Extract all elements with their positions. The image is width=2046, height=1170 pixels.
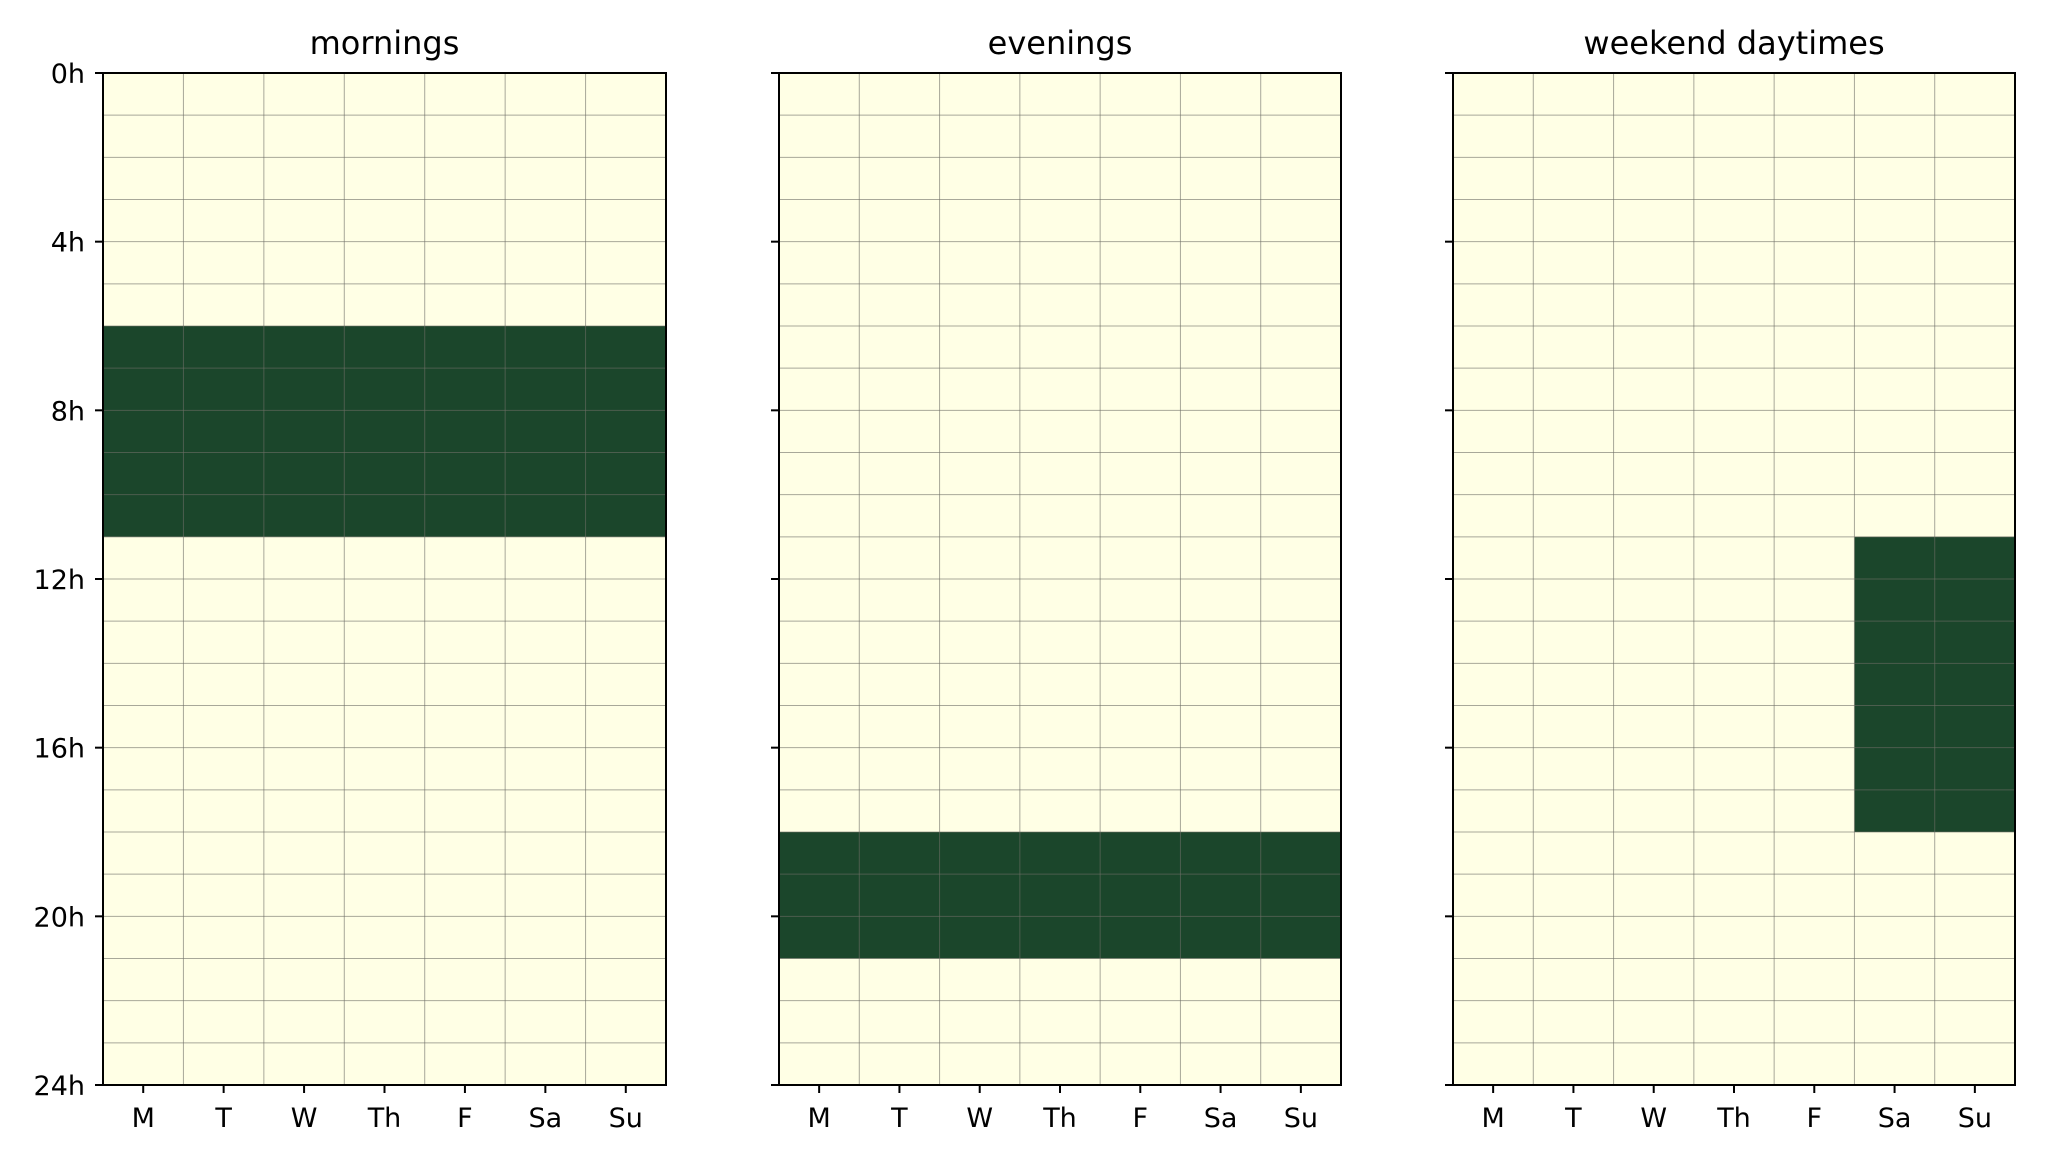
active-block	[779, 832, 1341, 959]
x-tick-label: Su	[609, 1103, 643, 1134]
subplot-title: mornings	[310, 24, 460, 62]
x-tick-label: M	[1481, 1103, 1504, 1134]
active-block	[103, 326, 666, 537]
x-tick-label: M	[132, 1103, 155, 1134]
subplot-1: mornings M T W Th F Sa Su 0h 4h 8h 12h 16h 20h 24h	[34, 24, 667, 1134]
x-tick-label: Th	[1716, 1103, 1751, 1134]
x-tick-label: W	[1640, 1103, 1667, 1134]
x-tick-label: T	[1564, 1103, 1582, 1134]
y-tick-label: 12h	[34, 565, 85, 596]
x-tick-label: M	[807, 1103, 830, 1134]
subplot-title: evenings	[988, 24, 1133, 62]
y-tick-label: 0h	[51, 59, 85, 90]
x-tick-label: W	[291, 1103, 318, 1134]
y-tick-label: 4h	[51, 228, 85, 259]
subplot-2: evenings M T W Th F Sa Su	[771, 24, 1342, 1134]
x-tick-label: Th	[1042, 1103, 1077, 1134]
x-tick-label: T	[890, 1103, 908, 1134]
x-tick-label: W	[966, 1103, 993, 1134]
x-tick-label: T	[214, 1103, 232, 1134]
x-tick-label: Su	[1284, 1103, 1318, 1134]
x-tick-label: Sa	[1204, 1103, 1238, 1134]
x-tick-label: F	[1807, 1103, 1823, 1134]
subplot-3: weekend daytimes M T W Th F Sa Su	[1445, 24, 2016, 1134]
x-tick-label: Sa	[1878, 1103, 1912, 1134]
y-tick-label: 8h	[51, 396, 85, 427]
x-tick-label: Su	[1958, 1103, 1992, 1134]
x-tick-label: F	[1133, 1103, 1149, 1134]
y-tick-label: 16h	[34, 734, 85, 765]
y-tick-label: 24h	[34, 1071, 85, 1102]
x-tick-label: Th	[367, 1103, 402, 1134]
y-tick-label: 20h	[34, 902, 85, 933]
x-tick-label: Sa	[529, 1103, 563, 1134]
x-tick-label: F	[457, 1103, 473, 1134]
subplot-title: weekend daytimes	[1583, 24, 1884, 62]
